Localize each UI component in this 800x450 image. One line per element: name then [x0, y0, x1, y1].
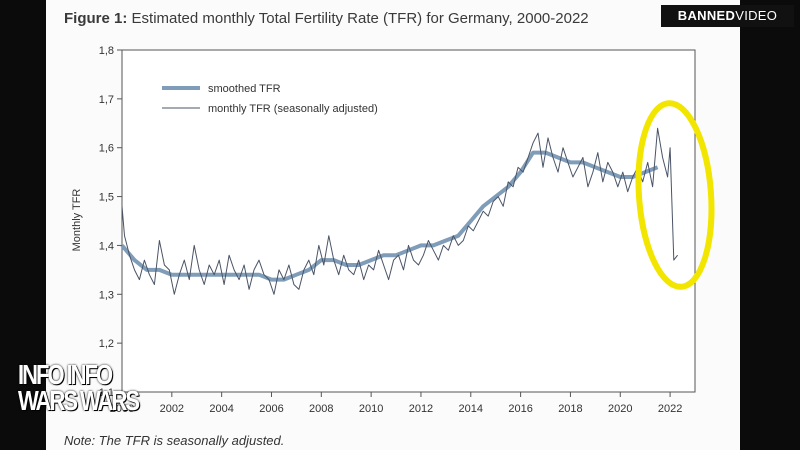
channel-watermark: BANNEDVIDEO [661, 5, 794, 27]
x-tick-label: 2014 [459, 403, 483, 415]
x-tick-label: 2006 [259, 403, 283, 415]
legend-label-smoothed: smoothed TFR [208, 83, 281, 95]
x-tick-label: 2000 [110, 403, 134, 415]
y-tick-label: 1,1 [99, 387, 114, 399]
figure-title-text: Estimated monthly Total Fertility Rate (… [131, 10, 589, 27]
channel-watermark-main: BANNED [677, 8, 736, 23]
figure-note: Note: The TFR is seasonally adjusted. [64, 433, 285, 448]
x-tick-label: 2016 [508, 403, 532, 415]
x-tick-label: 2012 [409, 403, 433, 415]
figure-title: Figure 1: Estimated monthly Total Fertil… [64, 10, 589, 27]
x-tick-label: 2018 [558, 403, 582, 415]
x-tick-label: 2004 [209, 403, 233, 415]
figure-label: Figure 1: [64, 10, 128, 27]
highlight-oval [635, 100, 715, 290]
logo-top: INFO [18, 358, 65, 390]
x-tick-label: 2022 [658, 403, 682, 415]
y-axis-label: Monthly TFR [71, 189, 83, 252]
series-line-monthly [121, 127, 678, 295]
y-tick-label: 1,4 [99, 240, 114, 252]
channel-watermark-suffix: VIDEO [735, 8, 778, 23]
plot-frame [121, 49, 696, 393]
logo-bottom: WARS [18, 384, 78, 416]
y-tick-label: 1,8 [99, 45, 114, 57]
y-tick-label: 1,7 [99, 94, 114, 106]
x-tick-label: 2010 [359, 403, 383, 415]
x-tick-label: 2020 [608, 403, 632, 415]
logo-top-repeat: INFO [66, 358, 114, 390]
y-tick-label: 1,2 [99, 338, 114, 350]
x-tick-label: 2008 [309, 403, 333, 415]
logo-bottom-repeat: WARS [80, 384, 140, 416]
legend-label-monthly: monthly TFR (seasonally adjusted) [208, 103, 378, 115]
x-tick-label: 2002 [160, 403, 184, 415]
y-tick-label: 1,3 [99, 289, 114, 301]
y-tick-label: 1,5 [99, 192, 114, 204]
network-logo: INFO INFO WARS WARS [18, 358, 140, 420]
series-line-smoothed [120, 150, 659, 282]
y-tick-label: 1,6 [99, 143, 114, 155]
